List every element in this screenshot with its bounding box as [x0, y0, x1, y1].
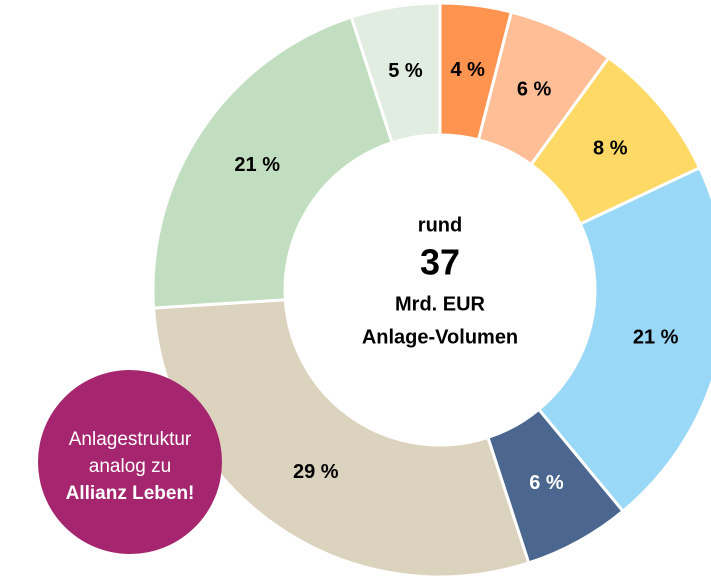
- center-text: Mrd. EUR: [395, 293, 486, 315]
- donut-segment: [151, 15, 394, 310]
- donut-segment: [349, 1, 442, 145]
- center-text: rund: [418, 214, 462, 236]
- data-label: 29 %: [293, 461, 339, 483]
- data-label: 21 %: [234, 154, 280, 176]
- center-text: Anlage-Volumen: [362, 326, 518, 348]
- callout-text: Allianz Leben!: [66, 483, 195, 504]
- donut: [151, 1, 711, 578]
- data-label: 8 %: [593, 137, 628, 159]
- callout-circle: [38, 370, 222, 554]
- data-label: 5 %: [388, 60, 423, 82]
- data-label: 21 %: [633, 326, 679, 348]
- callout-text: analog zu: [89, 456, 171, 477]
- data-label: 6 %: [529, 472, 564, 494]
- donut-segment: [536, 165, 711, 514]
- center-text: 37: [420, 242, 460, 283]
- callout-text: Anlagestruktur: [69, 429, 192, 450]
- data-label: 6 %: [517, 78, 552, 100]
- data-label: 4 %: [450, 59, 485, 81]
- donut-segment: [151, 298, 531, 578]
